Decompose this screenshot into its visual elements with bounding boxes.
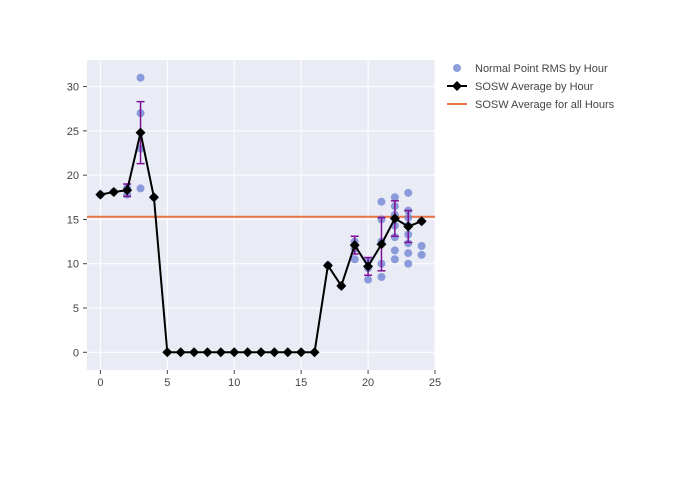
scatter-point (404, 249, 412, 257)
x-tick-label: 15 (295, 377, 307, 389)
y-tick-label: 0 (73, 347, 79, 359)
y-tick-label: 25 (67, 126, 79, 138)
y-tick-label: 20 (67, 170, 79, 182)
chart: 0 5 10 15 20 25 0 5 10 15 20 25 30 Normal Point RMS b… (0, 0, 700, 500)
y-tick-label: 30 (67, 82, 79, 94)
scatter-point (137, 74, 145, 82)
scatter-point (418, 251, 426, 259)
y-tick-label: 5 (73, 303, 79, 315)
scatter-point (404, 189, 412, 197)
scatter-point (404, 260, 412, 268)
x-tick-label: 0 (97, 377, 103, 389)
x-tick-label: 25 (429, 377, 441, 389)
legend-scatter-icon (453, 64, 461, 72)
scatter-point (364, 276, 372, 284)
y-tick-label: 15 (67, 214, 79, 226)
legend-label: SOSW Average for all Hours (475, 99, 615, 111)
scatter-point (137, 184, 145, 192)
legend-label: Normal Point RMS by Hour (475, 63, 608, 75)
legend-label: SOSW Average by Hour (475, 81, 594, 93)
scatter-point (418, 242, 426, 250)
scatter-point (377, 273, 385, 281)
scatter-point (391, 255, 399, 263)
x-tick-label: 5 (164, 377, 170, 389)
plot-area (87, 60, 435, 370)
x-tick-label: 20 (362, 377, 374, 389)
scatter-point (377, 198, 385, 206)
scatter-point (391, 246, 399, 254)
x-tick-label: 10 (228, 377, 240, 389)
y-tick-label: 10 (67, 259, 79, 271)
